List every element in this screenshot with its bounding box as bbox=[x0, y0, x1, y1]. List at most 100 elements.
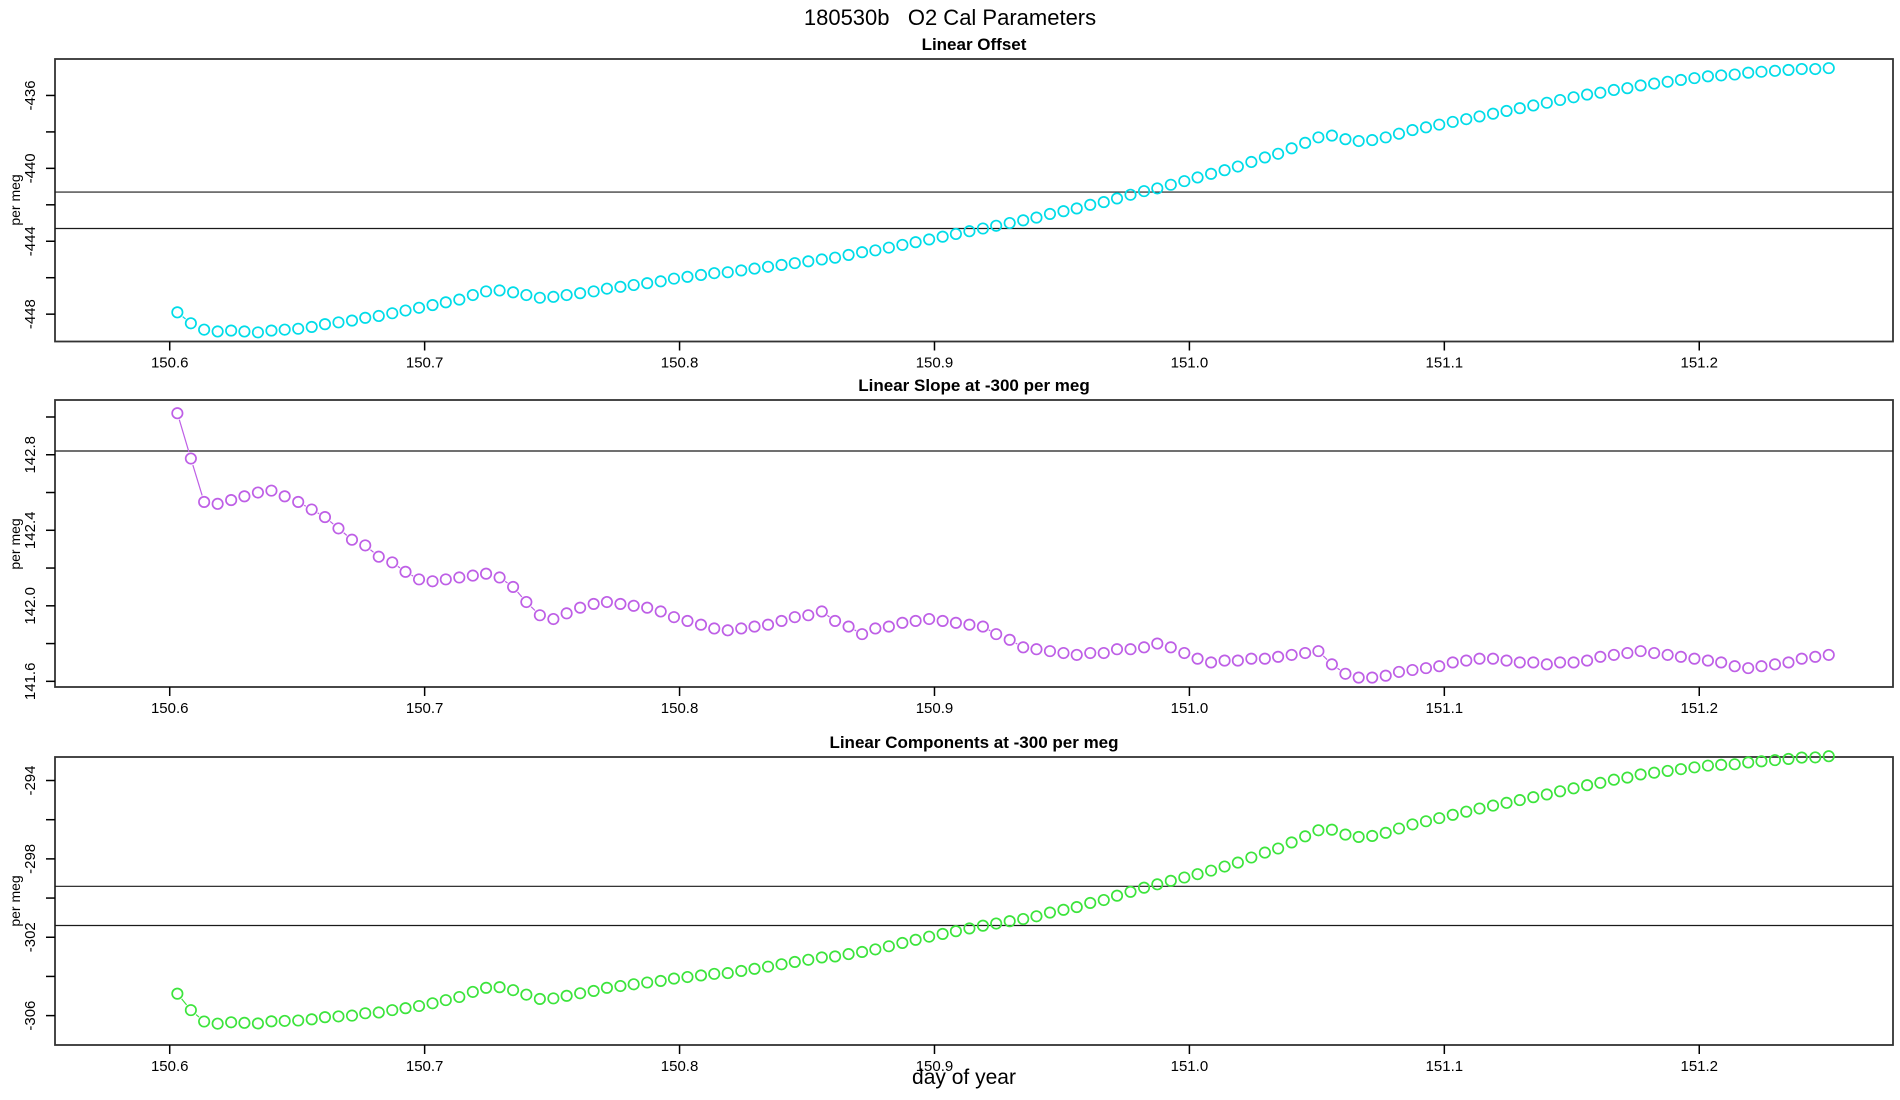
data-point bbox=[869, 943, 882, 956]
data-point bbox=[533, 992, 546, 1006]
data-point bbox=[1460, 805, 1473, 818]
data-point bbox=[775, 958, 788, 971]
data-point bbox=[976, 919, 989, 932]
data-point bbox=[856, 628, 869, 641]
data-point bbox=[923, 612, 936, 626]
data-point bbox=[1392, 822, 1406, 835]
data-point bbox=[439, 573, 452, 586]
point-connector bbox=[195, 1014, 200, 1018]
data-point bbox=[1540, 788, 1553, 801]
data-point bbox=[600, 595, 613, 609]
y-tick-label: 141.6 bbox=[22, 663, 39, 701]
data-point bbox=[507, 984, 520, 997]
data-point bbox=[399, 565, 412, 578]
data-point bbox=[1768, 658, 1782, 671]
data-point bbox=[667, 611, 681, 624]
data-point bbox=[1097, 196, 1110, 209]
data-point bbox=[1554, 93, 1567, 107]
data-point bbox=[1164, 874, 1177, 887]
data-point bbox=[587, 597, 600, 610]
data-point bbox=[802, 953, 815, 966]
data-point bbox=[654, 974, 667, 987]
data-point bbox=[1057, 903, 1070, 916]
data-point bbox=[184, 452, 197, 465]
data-point bbox=[1379, 131, 1392, 144]
data-point bbox=[211, 325, 224, 338]
data-point bbox=[1621, 82, 1634, 95]
data-point bbox=[1164, 178, 1177, 191]
data-point bbox=[1017, 214, 1030, 227]
data-point bbox=[1567, 782, 1580, 795]
data-point bbox=[399, 304, 412, 317]
data-point bbox=[842, 248, 855, 261]
data-point bbox=[775, 614, 788, 627]
data-point bbox=[1030, 211, 1043, 224]
point-connector bbox=[854, 629, 857, 632]
data-point bbox=[332, 1010, 345, 1023]
data-point bbox=[533, 291, 546, 304]
data-point bbox=[1084, 896, 1097, 910]
x-tick-label: 150.6 bbox=[151, 700, 189, 717]
data-point bbox=[1460, 654, 1473, 667]
data-point bbox=[1043, 645, 1057, 658]
data-point bbox=[1379, 826, 1392, 839]
data-point bbox=[278, 323, 291, 336]
data-point bbox=[292, 1014, 305, 1027]
data-point bbox=[869, 244, 882, 257]
data-point bbox=[1742, 756, 1755, 769]
data-point bbox=[439, 994, 452, 1007]
data-point bbox=[1205, 656, 1218, 669]
data-point bbox=[520, 988, 533, 1001]
data-point bbox=[1110, 192, 1124, 205]
data-point bbox=[1325, 658, 1338, 671]
x-tick-label: 150.7 bbox=[406, 355, 444, 372]
data-point bbox=[466, 569, 479, 582]
data-point bbox=[480, 285, 493, 298]
data-point bbox=[1755, 755, 1768, 768]
data-point bbox=[600, 282, 613, 295]
data-point bbox=[225, 324, 238, 337]
data-point bbox=[507, 286, 520, 299]
data-point bbox=[735, 264, 748, 277]
data-point bbox=[761, 618, 775, 631]
data-point bbox=[1594, 776, 1607, 789]
data-point bbox=[1715, 69, 1728, 82]
x-tick-label: 151.2 bbox=[1680, 700, 1718, 717]
point-connector bbox=[1337, 667, 1341, 671]
data-point bbox=[1782, 656, 1795, 669]
data-point bbox=[788, 257, 801, 270]
data-point bbox=[520, 288, 533, 302]
data-point bbox=[1567, 91, 1580, 104]
data-point bbox=[1003, 633, 1016, 646]
data-point bbox=[386, 307, 399, 320]
point-connector bbox=[317, 512, 320, 515]
data-point bbox=[654, 605, 667, 618]
data-point bbox=[1285, 836, 1298, 849]
data-point bbox=[1500, 104, 1513, 117]
data-point bbox=[1231, 160, 1244, 173]
data-point bbox=[775, 258, 788, 272]
point-connector bbox=[530, 606, 536, 611]
data-point bbox=[1178, 871, 1191, 884]
point-connector bbox=[397, 565, 401, 569]
data-point bbox=[1581, 88, 1594, 101]
data-point bbox=[1674, 763, 1687, 776]
data-point bbox=[1218, 654, 1231, 667]
data-point bbox=[1070, 648, 1083, 661]
data-point bbox=[184, 317, 197, 330]
data-point bbox=[1822, 62, 1835, 75]
data-point bbox=[1473, 652, 1486, 665]
data-point bbox=[1057, 205, 1070, 218]
data-point bbox=[1272, 842, 1285, 855]
data-point bbox=[1017, 641, 1030, 654]
data-point bbox=[520, 595, 533, 609]
data-point bbox=[1486, 799, 1500, 812]
data-point bbox=[1446, 656, 1459, 669]
data-point bbox=[1406, 124, 1419, 137]
data-point bbox=[1688, 72, 1701, 85]
data-point bbox=[963, 618, 976, 631]
data-point bbox=[1137, 641, 1151, 654]
data-point bbox=[1030, 643, 1043, 656]
